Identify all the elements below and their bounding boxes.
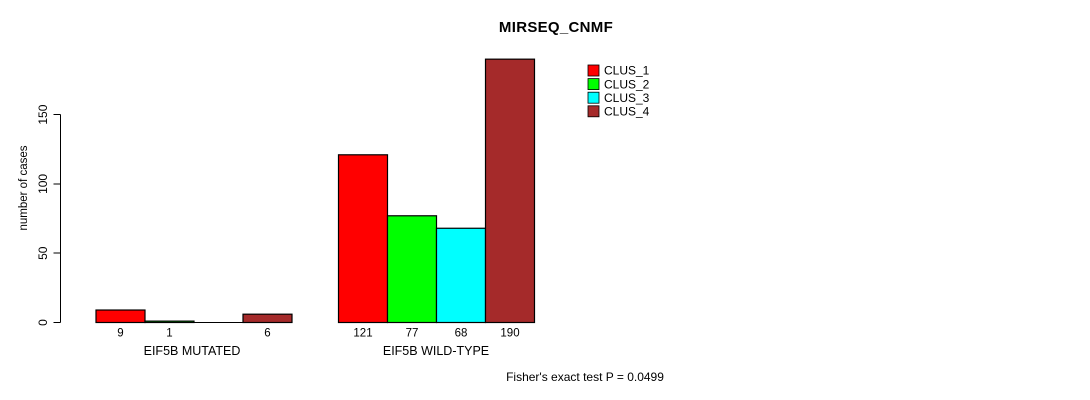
legend-label-clus_2: CLUS_2 [604,77,650,91]
bar-value-label: 190 [500,328,519,340]
legend-swatch-clus_4 [587,105,600,118]
bar-value-label: 68 [455,328,468,340]
legend-label-clus_4: CLUS_4 [604,105,650,119]
legend-swatch-clus_1 [587,64,600,77]
y-tick-label: 50 [36,246,50,260]
bar-clus_4 [484,58,536,324]
bar-clus_3 [435,227,487,324]
chart-title: MIRSEQ_CNMF [498,19,614,36]
legend-swatch-clus_3 [587,91,600,104]
bar-value-label: 9 [117,328,123,340]
caption-fishers-test: Fisher's exact test P = 0.0499 [506,370,664,384]
legend-label-clus_1: CLUS_1 [604,64,650,78]
bar-value-label: 121 [353,328,372,340]
bar-clus_2 [386,215,438,324]
bar-value-label: 6 [264,328,270,340]
group-label-mutated: EIF5B MUTATED [143,344,241,358]
y-tick-label: 100 [36,174,50,194]
bar-value-label: 77 [406,328,419,340]
y-tick-label: 0 [36,319,50,326]
group-label-wild-type: EIF5B WILD-TYPE [382,344,490,358]
bar-clus_1 [95,309,146,324]
bar-value-label: 1 [166,328,172,340]
bar-clus_1 [337,154,389,324]
legend-label-clus_3: CLUS_3 [604,91,650,105]
bar-clus_2 [144,320,195,324]
bar-clus_4 [242,313,293,324]
y-tick-label: 150 [36,104,50,124]
legend-swatch-clus_2 [587,78,600,90]
